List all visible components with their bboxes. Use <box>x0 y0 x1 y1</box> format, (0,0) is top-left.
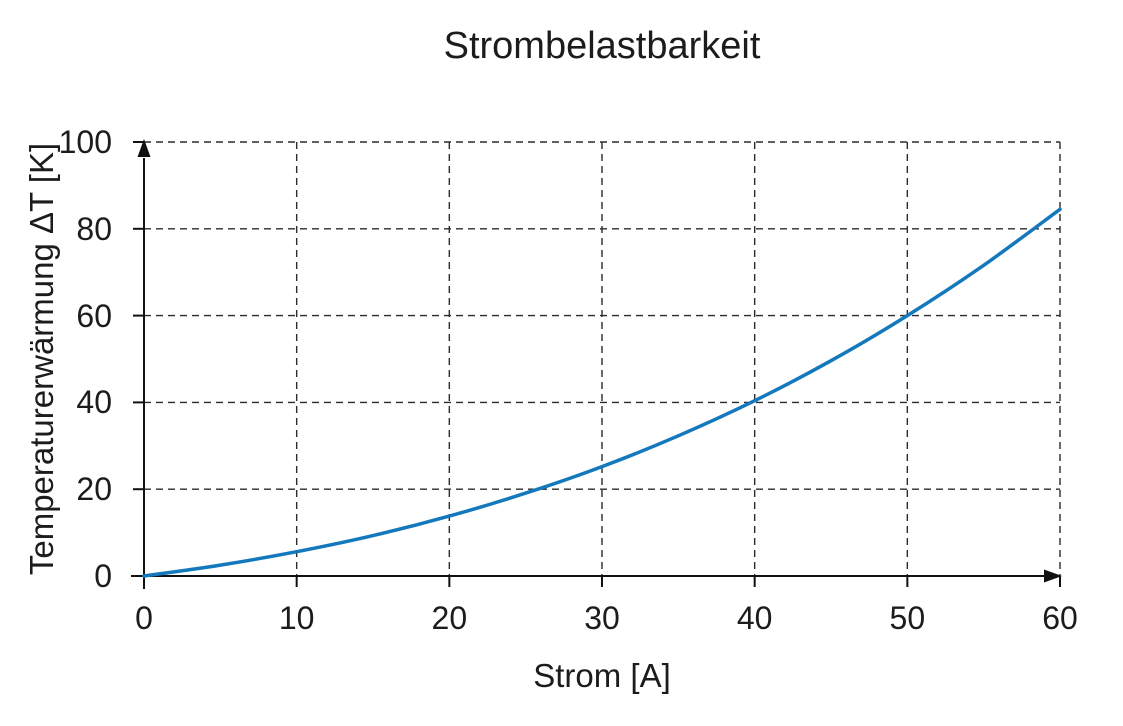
axes <box>131 139 1062 589</box>
y-tick-label: 20 <box>76 471 112 508</box>
y-tick-label: 0 <box>94 558 112 594</box>
tick-marks <box>133 141 1061 587</box>
x-axis-arrow-icon <box>1044 569 1062 583</box>
x-tick-label: 30 <box>584 600 620 636</box>
chart-title: Strombelastbarkeit <box>443 25 761 67</box>
x-axis-label: Strom [A] <box>533 657 671 694</box>
x-tick-label: 40 <box>736 600 773 636</box>
y-tick-label: 40 <box>76 384 112 421</box>
y-tick-label: 60 <box>76 297 112 334</box>
y-axis-arrow-icon <box>137 139 151 157</box>
x-tick-label: 50 <box>889 600 926 636</box>
x-tick-label: 0 <box>135 600 153 636</box>
x-tick-label: 20 <box>431 600 468 636</box>
data-curve <box>142 207 1062 578</box>
y-tick-label: 100 <box>58 124 112 160</box>
x-tick-label: 10 <box>278 600 315 636</box>
gridlines <box>144 141 1061 576</box>
x-tick-label: 60 <box>1042 600 1078 636</box>
y-tick-label: 80 <box>76 210 112 247</box>
